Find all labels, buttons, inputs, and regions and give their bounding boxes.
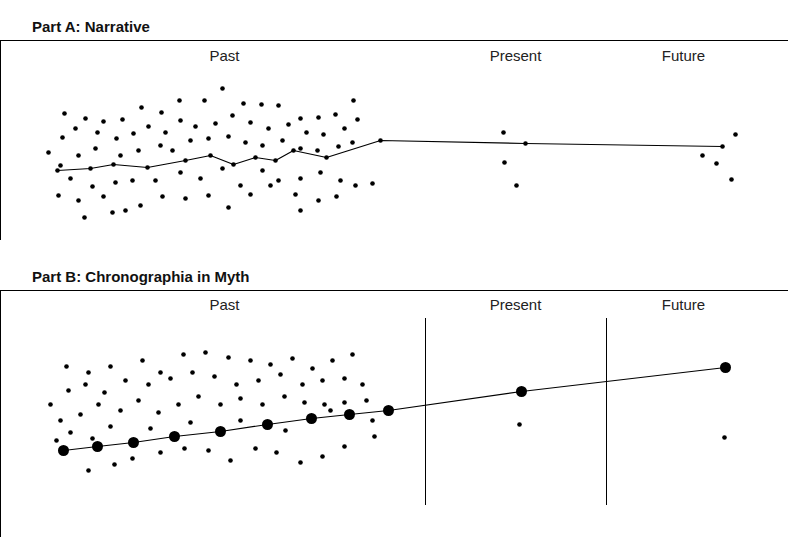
svg-text:Past: Past bbox=[209, 296, 240, 313]
html-text:Part B: Chronographia in Myth: Part B: Chronographia in Myth bbox=[32, 268, 250, 285]
svg-text:Future: Future bbox=[662, 296, 705, 313]
svg-text:Future: Future bbox=[662, 47, 705, 64]
html-text:Part A: Narrative: Part A: Narrative bbox=[32, 18, 150, 35]
svg-text:Present: Present bbox=[490, 296, 543, 313]
svg-text:Present: Present bbox=[490, 47, 543, 64]
svg-text:Past: Past bbox=[209, 47, 240, 64]
